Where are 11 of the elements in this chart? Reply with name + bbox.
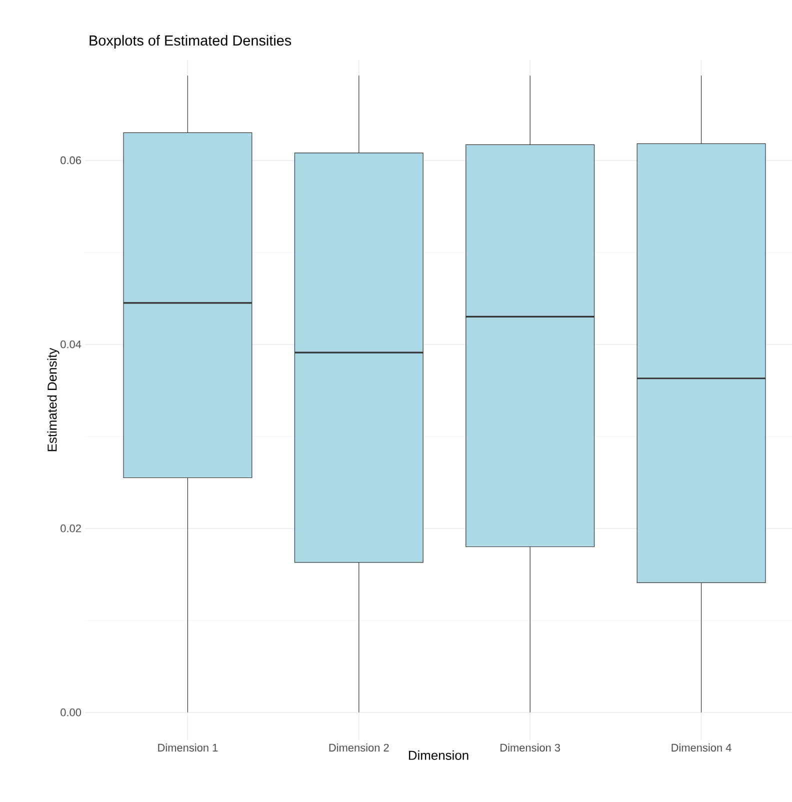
y-axis-title: Estimated Density <box>47 348 60 452</box>
chart-title: Boxplots of Estimated Densities <box>90 35 291 48</box>
x-axis-title: Dimension <box>408 750 468 760</box>
x-tick-label: Dimension 3 <box>500 744 560 752</box>
x-tick-label: Dimension 1 <box>158 744 218 752</box>
y-tick-label: 0.00 <box>60 708 81 716</box>
y-tick-label: 0.04 <box>60 340 81 348</box>
y-tick-label: 0.02 <box>60 524 81 532</box>
y-tick-label: 0.06 <box>60 156 81 164</box>
x-tick-label: Dimension 4 <box>672 744 732 752</box>
x-tick-label: Dimension 2 <box>329 744 389 752</box>
